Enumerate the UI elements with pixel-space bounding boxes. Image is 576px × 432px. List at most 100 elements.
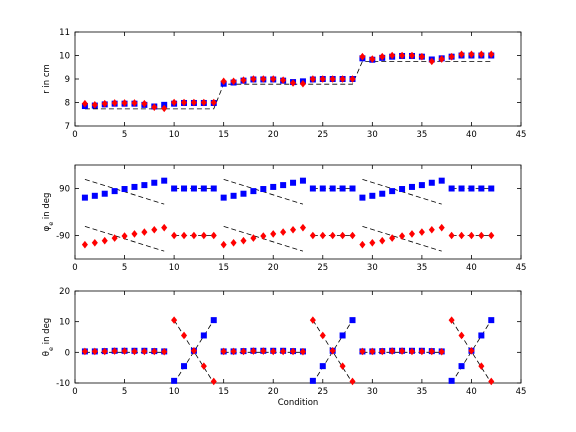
p3-diamond-point — [131, 347, 138, 356]
p1-diamond-point — [299, 79, 306, 88]
p2-x-tick-label: 5 — [122, 263, 127, 273]
p3-diamond-point — [438, 347, 445, 356]
p2-square-point — [171, 185, 178, 192]
p1-diamond-point — [408, 51, 416, 60]
p3-diamond-point — [428, 347, 435, 356]
p3-dashed-model-line — [173, 319, 215, 384]
p1-x-tick-label: 30 — [367, 130, 378, 140]
p1-diamond-point — [200, 98, 207, 107]
p1-diamond-point — [399, 51, 406, 60]
p1-diamond-point — [290, 79, 297, 87]
p1-diamond-point — [379, 52, 386, 61]
p3-square-point — [339, 332, 346, 339]
p2-square-point — [379, 190, 386, 197]
p1-x-tick-label: 20 — [268, 130, 279, 140]
p3-diamond-point — [121, 347, 128, 355]
p2-diamond-point — [488, 231, 495, 240]
p2-square-point — [448, 185, 455, 192]
p1-y-tick-label: 8 — [65, 99, 70, 109]
p2-diamond-point — [141, 228, 148, 236]
p3-diamond-point — [458, 331, 465, 340]
p3-diamond-point — [141, 347, 148, 356]
p1-x-tick-label: 25 — [317, 130, 328, 140]
p2-diamond-point — [180, 231, 188, 240]
p3-x-tick-label: 20 — [268, 387, 279, 397]
p1-diamond-point — [329, 75, 336, 83]
p3-dashed-model-line — [451, 319, 492, 384]
p1-diamond-point — [91, 101, 98, 109]
p3-x-tick-label: 35 — [416, 387, 427, 397]
p1-diamond-point — [180, 98, 188, 107]
p2-square-point — [458, 185, 465, 192]
p3-diamond-point — [359, 347, 366, 356]
p3-diamond-point — [180, 331, 188, 340]
p3-square-point — [200, 332, 207, 339]
p3-diamond-point — [369, 347, 376, 356]
p1-diamond-point — [190, 98, 197, 107]
p3-diamond-point — [290, 347, 297, 356]
p2-diamond-point — [389, 234, 396, 242]
p2-diamond-point — [111, 234, 118, 242]
p3-square-point — [349, 317, 356, 324]
p3-x-tick-label: 30 — [367, 387, 378, 397]
p2-square-point — [81, 194, 88, 201]
p3-square-point — [478, 332, 485, 339]
p2-square-point — [319, 185, 326, 192]
p1-x-tick-label: 10 — [169, 130, 180, 140]
p2-x-tick-label: 15 — [218, 263, 229, 273]
p2-square-point — [359, 194, 366, 201]
p2-square-point — [111, 188, 118, 195]
p2-square-point — [250, 188, 257, 195]
p1-diamond-point — [319, 75, 326, 83]
p2-square-point — [230, 192, 237, 199]
p3-dashed-model-line — [312, 319, 353, 384]
p3-diamond-point — [468, 347, 475, 355]
p2-square-point — [369, 192, 376, 199]
p2-square-point — [468, 185, 475, 192]
p1-y-tick-label: 10 — [59, 52, 70, 62]
p2-diamond-point — [121, 232, 128, 240]
p3-square-point — [210, 317, 217, 324]
p1-x-tick-label: 5 — [122, 130, 127, 140]
p3-y-tick-label: 0 — [65, 348, 70, 358]
p2-square-point — [101, 190, 108, 197]
p2-square-point — [220, 194, 227, 201]
p3-square-point — [309, 377, 316, 384]
p1-diamond-point — [468, 50, 475, 59]
p3-diamond-point — [210, 377, 217, 386]
p3-diamond-point — [151, 347, 158, 356]
p2-diamond-point — [448, 231, 455, 240]
p3-diamond-point — [329, 347, 336, 355]
p1-diamond-point — [210, 98, 217, 107]
p3-diamond-point — [448, 316, 455, 324]
p3-diamond-point — [399, 347, 406, 355]
p3-diamond-point — [408, 347, 416, 356]
p3-diamond-point — [250, 347, 257, 355]
p3-diamond-point — [299, 347, 306, 356]
p2-square-point — [399, 186, 406, 193]
p2-diamond-point — [369, 239, 376, 247]
p3-diamond-point — [230, 347, 237, 356]
p3-square-point — [488, 317, 495, 324]
p2-square-point — [270, 183, 277, 190]
p1-y-tick-label: 9 — [65, 75, 70, 85]
p1-diamond-point — [309, 75, 316, 83]
p2-diamond-point — [458, 231, 465, 240]
p1-diamond-point — [250, 75, 257, 83]
p3-dashed-model-line — [451, 319, 492, 384]
p3-diamond-point — [220, 347, 227, 356]
p2-axes-box — [74, 164, 522, 260]
p3-x-axis-label: Condition — [278, 398, 319, 408]
p3-diamond-point — [418, 347, 425, 356]
p2-diamond-point — [438, 223, 445, 232]
p2-diamond-point — [260, 232, 267, 240]
p1-diamond-point — [349, 75, 356, 83]
panel-2: 0 5 10 15 20 25 30 35 40 45 -90 90 φe in deg — [42, 164, 526, 273]
p1-diamond-point — [389, 51, 396, 60]
p3-y-tick-label: 20 — [59, 287, 70, 297]
p2-diamond-point — [220, 240, 227, 249]
p3-diamond-point — [339, 362, 346, 370]
p3-diamond-point — [478, 362, 485, 370]
p1-diamond-point — [280, 76, 287, 84]
